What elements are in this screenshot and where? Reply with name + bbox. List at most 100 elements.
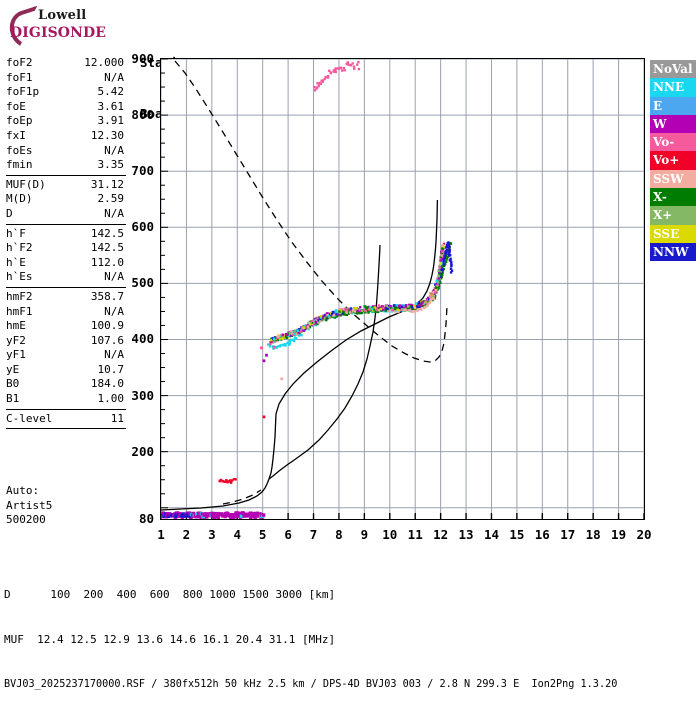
legend-item-noval[interactable]: NoVal [650, 60, 696, 79]
echo-point [288, 332, 292, 335]
echo-point [316, 82, 319, 85]
echo-point [321, 80, 324, 84]
legend-item-nnw[interactable]: NNW [650, 242, 696, 262]
param-key: B1 [6, 392, 20, 406]
params-group-frequencies: foF2 12.000 foF1 N/A foF1p 5.42 foE 3.61 foEp 3.9… [4, 56, 128, 173]
echo-point [242, 514, 246, 518]
echo-point [367, 305, 370, 309]
echo-point [384, 304, 387, 308]
echo-point [369, 307, 372, 310]
direction-legend[interactable]: NoVal NNE E W Vo- Vo+ SSW X- X+ SSE NNW [650, 60, 696, 262]
echo-point [197, 514, 202, 519]
echo-point [439, 269, 443, 273]
echo-point [439, 262, 443, 265]
echo-point [293, 329, 297, 332]
echo-point [317, 319, 320, 322]
echo-point [439, 259, 443, 262]
echo-point [296, 329, 299, 332]
echo-point [275, 346, 279, 349]
params-group-muf: MUF(D) 31.12 M(D) 2.59 D N/A [4, 178, 128, 222]
echo-point [344, 313, 347, 316]
param-value: N/A [104, 143, 124, 157]
param-row-hes: h`Es N/A [4, 270, 128, 285]
echo-point [416, 304, 420, 307]
echo-point [279, 344, 282, 347]
echo-point [272, 337, 276, 340]
param-key: MUF(D) [6, 177, 46, 191]
true-height-profile-curve [161, 199, 439, 511]
legend-item-x[interactable]: X- [650, 188, 696, 207]
legend-item-e[interactable]: E [650, 96, 696, 115]
legend-item-vo[interactable]: Vo- [650, 133, 696, 152]
param-row-fof2: foF2 12.000 [4, 56, 128, 71]
echo-point [398, 306, 401, 310]
lowell-digisonde-logo: Lowell DIGISONDE [4, 5, 128, 53]
echo-point [249, 511, 253, 515]
echo-point [405, 303, 408, 307]
legend-item-nne[interactable]: NNE [650, 78, 696, 97]
echo-point [293, 332, 296, 336]
y-tick-label: 500 [131, 275, 154, 291]
param-value: N/A [104, 206, 124, 220]
echo-point [200, 512, 205, 516]
param-row-ye: yE 10.7 [4, 363, 128, 378]
echo-point [387, 306, 390, 309]
param-key: foEs [6, 143, 33, 157]
echo-point [424, 305, 427, 308]
echo-point [324, 76, 327, 79]
echo-point [444, 252, 448, 255]
echo-point [360, 311, 364, 315]
echo-point [433, 291, 437, 294]
echo-point [435, 276, 439, 280]
echo-point [387, 309, 390, 313]
param-value: 1.00 [97, 392, 125, 406]
param-key: yE [6, 362, 20, 376]
autoscale-line-1: Artist5 [6, 498, 53, 512]
echo-point [435, 283, 438, 286]
ionogram-plot-area[interactable] [160, 58, 645, 520]
x-tick-label: 18 [585, 527, 601, 542]
echo-point [431, 294, 435, 298]
echo-point [449, 242, 453, 245]
echo-point [319, 319, 322, 323]
echo-point [416, 305, 419, 309]
echo-point [407, 309, 410, 312]
echo-point [296, 332, 299, 336]
echo-point [311, 321, 315, 324]
echo-point [343, 307, 346, 311]
echo-point [277, 345, 280, 348]
echo-point [422, 304, 426, 308]
echo-point [404, 308, 407, 312]
echo-point [363, 308, 366, 311]
legend-item-vo[interactable]: Vo+ [650, 151, 696, 170]
param-value: N/A [104, 348, 124, 362]
echo-point [308, 322, 312, 326]
echo-point [306, 325, 310, 328]
x-tick-label: 14 [483, 527, 499, 542]
legend-item-x[interactable]: X+ [650, 206, 696, 225]
echo-point [437, 274, 440, 278]
echo-point [366, 309, 369, 312]
echo-point [396, 308, 399, 312]
echo-point [328, 69, 331, 73]
param-value: 11 [110, 411, 124, 425]
legend-item-w[interactable]: W [650, 114, 696, 134]
echo-point [429, 299, 432, 302]
param-value: 3.91 [97, 114, 125, 128]
echo-point [447, 243, 451, 246]
echo-point [397, 310, 400, 314]
legend-item-sse[interactable]: SSE [650, 224, 696, 243]
echo-point [410, 305, 414, 309]
params-group-profile: hmF2 358.7 hmF1 N/A hmE 100.9 yF2 107.6 yF1 N/A yE… [4, 290, 128, 407]
echo-point [326, 76, 330, 79]
echo-point [439, 281, 442, 284]
echo-point [276, 335, 279, 339]
param-row-hmf2: hmF2 358.7 [4, 290, 128, 305]
echo-point [334, 67, 337, 70]
echo-point [403, 306, 406, 310]
param-row-hf2: h`F2 142.5 [4, 241, 128, 256]
echo-point [353, 67, 356, 70]
param-value: N/A [104, 270, 124, 284]
param-row-foe: foE 3.61 [4, 100, 128, 115]
legend-item-ssw[interactable]: SSW [650, 169, 696, 189]
